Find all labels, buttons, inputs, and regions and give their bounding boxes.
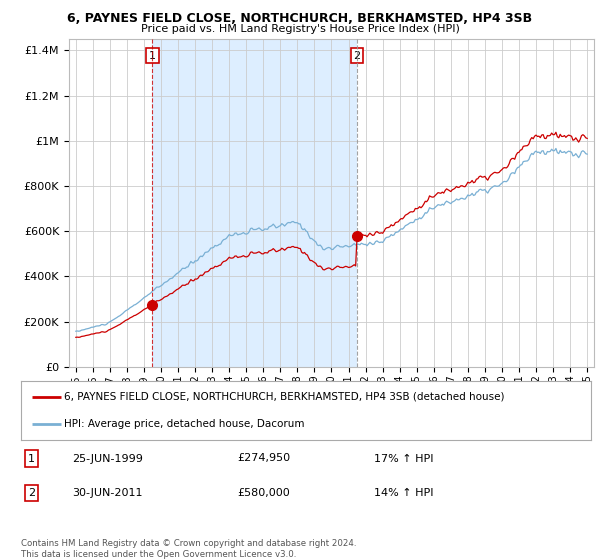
Text: £274,950: £274,950 [238,454,291,464]
Text: 1: 1 [28,454,35,464]
Text: 14% ↑ HPI: 14% ↑ HPI [374,488,434,498]
Bar [152,39,357,367]
Text: 6, PAYNES FIELD CLOSE, NORTHCHURCH, BERKHAMSTED, HP4 3SB (detached house): 6, PAYNES FIELD CLOSE, NORTHCHURCH, BERK… [64,391,504,402]
Text: Contains HM Land Registry data © Crown copyright and database right 2024.
This d: Contains HM Land Registry data © Crown c… [21,539,356,559]
Text: 17% ↑ HPI: 17% ↑ HPI [374,454,434,464]
Text: 1: 1 [149,50,156,60]
Text: £580,000: £580,000 [238,488,290,498]
Text: HPI: Average price, detached house, Dacorum: HPI: Average price, detached house, Daco… [64,419,304,429]
Text: Price paid vs. HM Land Registry's House Price Index (HPI): Price paid vs. HM Land Registry's House … [140,24,460,34]
Text: 30-JUN-2011: 30-JUN-2011 [73,488,143,498]
Text: 6, PAYNES FIELD CLOSE, NORTHCHURCH, BERKHAMSTED, HP4 3SB: 6, PAYNES FIELD CLOSE, NORTHCHURCH, BERK… [67,12,533,25]
Text: 2: 2 [353,50,361,60]
Text: 2: 2 [28,488,35,498]
Text: 25-JUN-1999: 25-JUN-1999 [73,454,143,464]
